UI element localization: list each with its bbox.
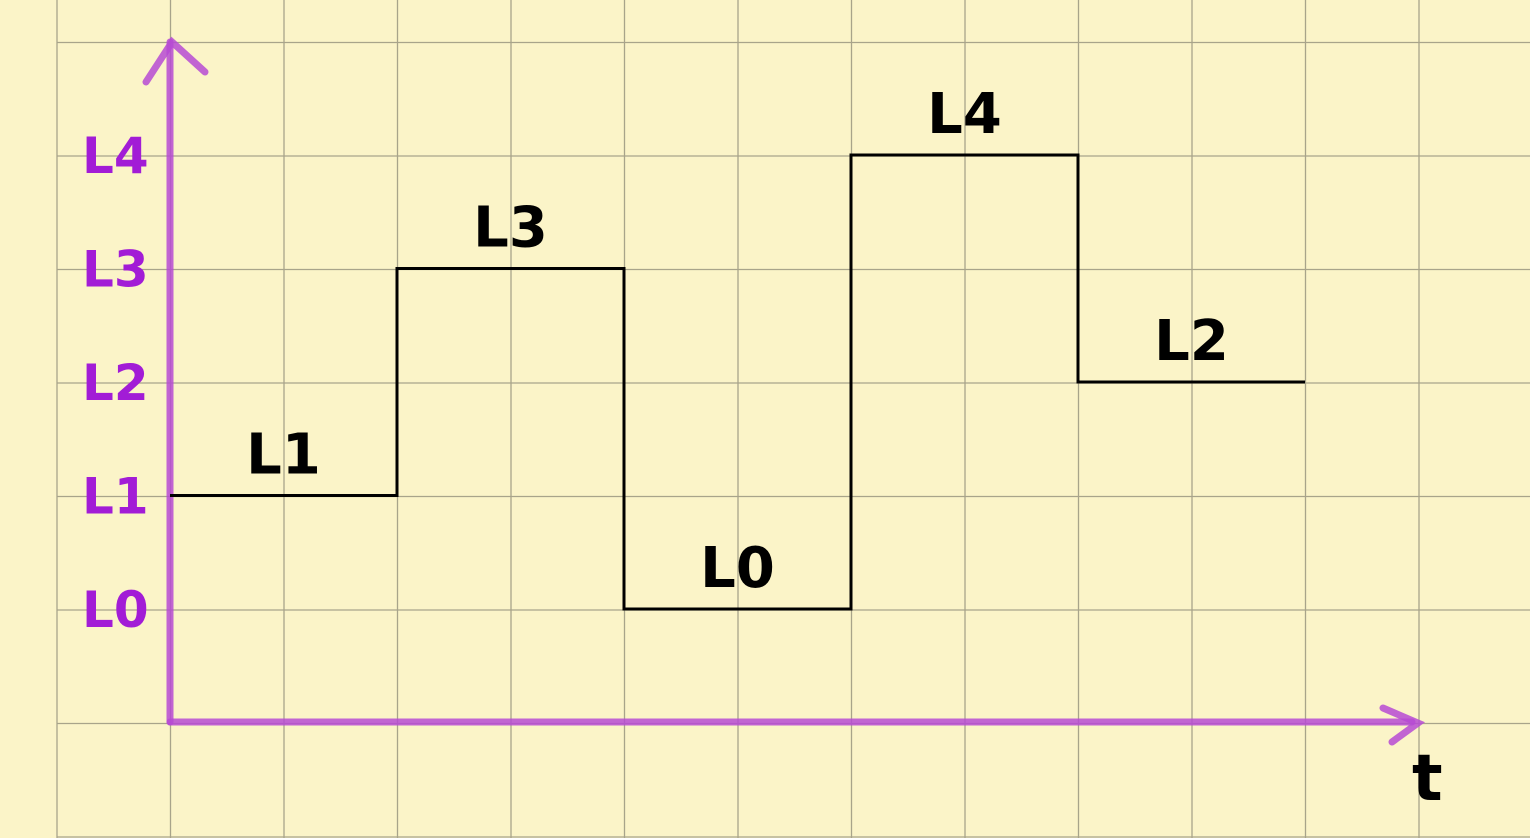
axes [142,36,1426,746]
segment-labels: L1 L3 L0 L4 L2 [246,82,1229,601]
y-tick-label: L4 [82,127,149,185]
grid [56,0,1530,838]
segment-label: L3 [473,196,548,261]
segment-label: L4 [927,82,1002,147]
x-axis-label: t [1412,742,1443,816]
y-tick-label: L3 [82,241,149,299]
y-tick-label: L0 [82,581,149,639]
segment-label: L2 [1154,309,1229,374]
segment-label: L0 [700,536,775,601]
y-tick-label: L1 [82,468,149,526]
y-tick-labels: L0 L1 L2 L3 L4 [82,127,149,639]
step-signal-line [170,153,1305,611]
segment-label: L1 [246,423,321,488]
y-axis-arrowhead [142,36,209,86]
x-axis-arrowhead [1379,704,1426,746]
y-tick-label: L2 [82,354,149,412]
